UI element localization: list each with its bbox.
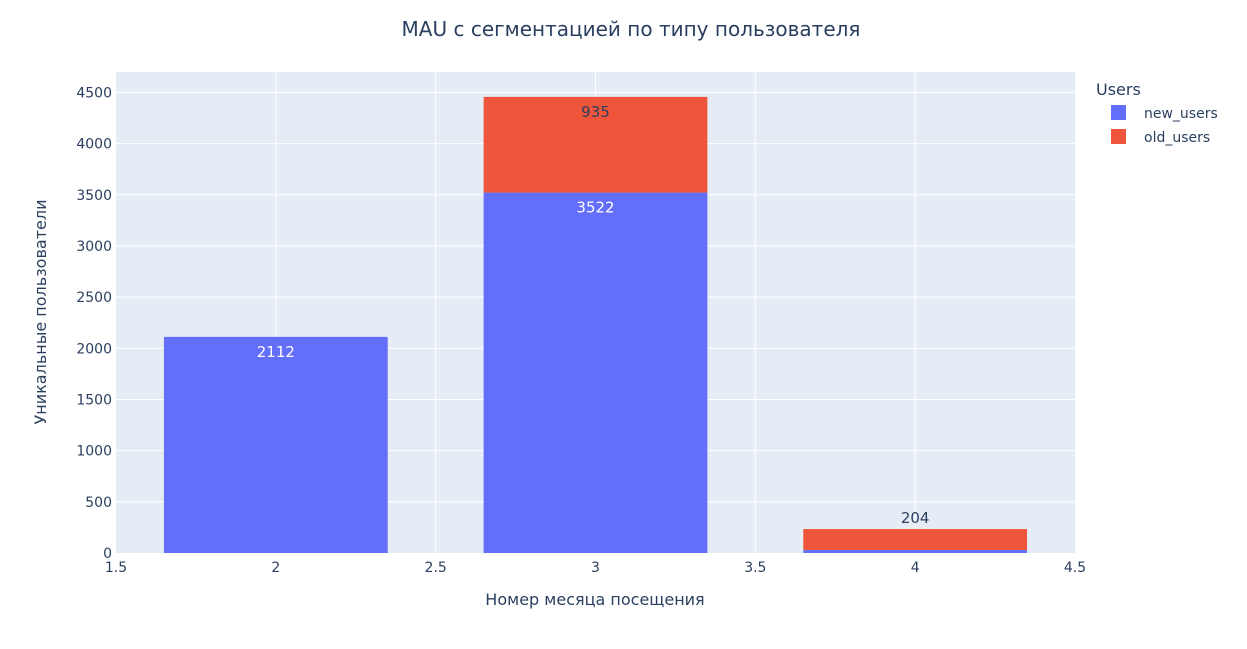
y-tick-label: 4500 xyxy=(76,85,112,101)
y-axis-label: Уникальные пользователи xyxy=(31,200,50,425)
legend-item-new-users[interactable]: new_users xyxy=(1111,105,1218,122)
x-tick-label: 2 xyxy=(271,560,280,576)
y-tick-label: 3000 xyxy=(76,239,112,255)
y-tick-label: 1000 xyxy=(76,444,112,460)
legend[interactable]: Users new_users old_users xyxy=(1096,80,1218,146)
y-tick-label: 3500 xyxy=(76,188,112,204)
x-axis-ticks: 1.5 2 2.5 3 3.5 4 4.5 xyxy=(105,560,1086,576)
bar-new-users-4[interactable] xyxy=(803,549,1028,553)
legend-label-new-users: new_users xyxy=(1144,106,1218,122)
y-tick-label: 500 xyxy=(85,495,112,511)
legend-swatch-old-users xyxy=(1111,129,1126,144)
x-tick-label: 2.5 xyxy=(425,560,447,576)
y-tick-label: 0 xyxy=(103,546,112,562)
bars[interactable] xyxy=(163,96,1028,554)
bar-old-users-4[interactable] xyxy=(803,529,1028,550)
y-axis-ticks: 0 500 1000 1500 2000 2500 3000 3500 4000 4500 xyxy=(76,85,112,562)
x-axis-label: Номер месяца посещения xyxy=(485,590,704,609)
bar-new-users-2[interactable] xyxy=(163,336,388,553)
y-tick-label: 2000 xyxy=(76,341,112,357)
y-tick-label: 2500 xyxy=(76,290,112,306)
bar-labels: 2112 3522 935 204 xyxy=(257,103,930,527)
x-tick-label: 4 xyxy=(911,560,920,576)
x-tick-label: 4.5 xyxy=(1064,560,1086,576)
bar-new-users-3[interactable] xyxy=(483,192,708,554)
bar-value-label: 935 xyxy=(581,103,610,121)
bar-value-label: 2112 xyxy=(257,343,295,361)
legend-swatch-new-users xyxy=(1111,105,1126,120)
bar-old-users-3[interactable] xyxy=(483,96,708,193)
legend-title: Users xyxy=(1096,80,1141,99)
legend-item-old-users[interactable]: old_users xyxy=(1111,129,1210,146)
x-tick-label: 3.5 xyxy=(744,560,766,576)
y-tick-label: 1500 xyxy=(76,392,112,408)
bar-value-label: 204 xyxy=(901,509,930,527)
bar-value-label: 3522 xyxy=(576,199,614,217)
y-tick-label: 4000 xyxy=(76,137,112,153)
chart-title: MAU с сегментацией по типу пользователя xyxy=(402,17,861,41)
x-tick-label: 1.5 xyxy=(105,560,127,576)
x-tick-label: 3 xyxy=(591,560,600,576)
legend-label-old-users: old_users xyxy=(1144,130,1210,146)
